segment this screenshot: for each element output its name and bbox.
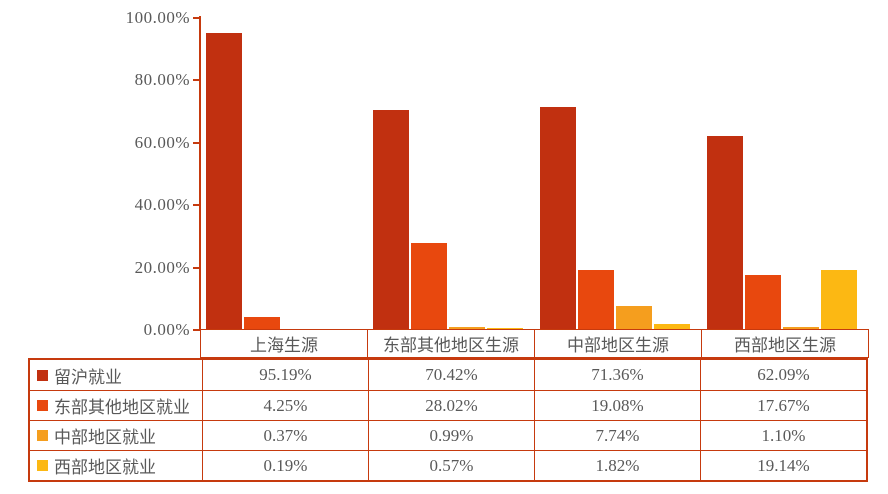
value-cell: 28.02% [368, 390, 534, 420]
value-cell: 0.99% [368, 420, 534, 450]
value-cell: 19.14% [700, 450, 866, 480]
legend-cell-西部地区就业: 西部地区就业 [30, 450, 202, 480]
value-cell: 7.74% [534, 420, 700, 450]
y-axis-tick [193, 204, 200, 207]
bar-东部其他地区就业-西部地区生源 [745, 275, 781, 330]
bar-中部地区就业-中部地区生源 [616, 306, 652, 330]
value-cell: 0.19% [202, 450, 368, 480]
bar-中部地区就业-西部地区生源 [783, 327, 819, 330]
legend-swatch [37, 460, 48, 471]
value-cell: 19.08% [534, 390, 700, 420]
bar-东部其他地区就业-上海生源 [244, 317, 280, 330]
value-cell: 0.57% [368, 450, 534, 480]
bar-东部其他地区就业-中部地区生源 [578, 270, 614, 330]
legend-cell-东部其他地区就业: 东部其他地区就业 [30, 390, 202, 420]
value-cell: 4.25% [202, 390, 368, 420]
y-axis-tick-label: 60.00% [134, 132, 190, 152]
bar-中部地区就业-东部其他地区生源 [449, 327, 485, 330]
y-axis-tick [193, 266, 200, 269]
y-axis-line [199, 16, 201, 330]
y-axis-tick [193, 329, 200, 331]
bar-留沪就业-东部其他地区生源 [373, 110, 409, 330]
value-cell: 1.82% [534, 450, 700, 480]
y-axis-tick [193, 17, 200, 19]
legend-cell-中部地区就业: 中部地区就业 [30, 420, 202, 450]
category-label-中部地区生源: 中部地区生源 [534, 329, 702, 358]
value-cell: 71.36% [534, 360, 700, 390]
legend-swatch [37, 369, 48, 381]
legend-label: 西部地区就业 [54, 458, 156, 477]
value-cell: 62.09% [700, 360, 866, 390]
data-table: 留沪就业 95.19% 70.42% 71.36% 62.09% 东部其他地区就业 4.25… [28, 358, 868, 482]
y-axis-tick [193, 79, 200, 82]
y-axis-tick-label: 20.00% [134, 257, 190, 277]
bar-西部地区就业-西部地区生源 [821, 270, 857, 330]
bar-东部其他地区就业-东部其他地区生源 [411, 243, 447, 330]
legend-swatch [37, 430, 48, 441]
category-label-上海生源: 上海生源 [200, 329, 368, 358]
legend-label: 中部地区就业 [54, 428, 156, 447]
category-label-西部地区生源: 西部地区生源 [701, 329, 869, 358]
value-cell: 70.42% [368, 360, 534, 390]
bar-留沪就业-中部地区生源 [540, 107, 576, 330]
bar-留沪就业-西部地区生源 [707, 136, 743, 330]
value-cell: 1.10% [700, 420, 866, 450]
legend-label: 东部其他地区就业 [54, 398, 190, 417]
legend-cell-留沪就业: 留沪就业 [30, 360, 202, 390]
category-label-东部其他地区生源: 东部其他地区生源 [367, 329, 535, 358]
value-cell: 0.37% [202, 420, 368, 450]
y-axis-tick-label: 40.00% [134, 195, 190, 215]
y-axis-tick-label: 80.00% [134, 70, 190, 90]
bar-留沪就业-上海生源 [206, 33, 242, 330]
bar-西部地区就业-中部地区生源 [654, 324, 690, 330]
y-axis-tick-label: 0.00% [143, 320, 190, 339]
legend-label: 留沪就业 [54, 367, 122, 387]
legend-swatch [37, 400, 48, 411]
y-axis-tick-label: 100.00% [125, 8, 190, 27]
value-cell: 17.67% [700, 390, 866, 420]
value-cell: 95.19% [202, 360, 368, 390]
y-axis-tick [193, 141, 200, 144]
